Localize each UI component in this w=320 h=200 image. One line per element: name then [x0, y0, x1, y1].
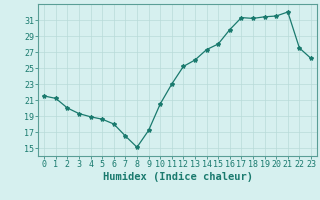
X-axis label: Humidex (Indice chaleur): Humidex (Indice chaleur): [103, 172, 252, 182]
